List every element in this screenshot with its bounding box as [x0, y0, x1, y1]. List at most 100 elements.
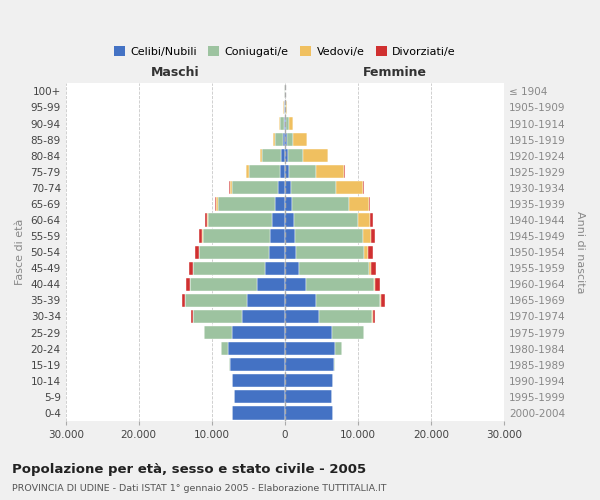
Bar: [242, 310, 285, 323]
Bar: [182, 294, 185, 307]
Bar: [371, 262, 376, 275]
Bar: [208, 214, 272, 226]
Bar: [332, 326, 364, 339]
Bar: [247, 294, 285, 307]
Bar: [228, 342, 285, 355]
Bar: [229, 358, 230, 372]
Bar: [285, 326, 332, 339]
Bar: [369, 198, 370, 210]
Bar: [232, 182, 278, 194]
Bar: [249, 165, 280, 178]
Bar: [293, 133, 307, 146]
Y-axis label: Fasce di età: Fasce di età: [15, 219, 25, 286]
Bar: [232, 374, 285, 388]
Bar: [190, 278, 257, 291]
Bar: [285, 165, 289, 178]
Bar: [364, 246, 368, 259]
Bar: [199, 246, 269, 259]
Bar: [284, 117, 285, 130]
Bar: [230, 182, 232, 194]
Bar: [285, 246, 296, 259]
Bar: [285, 262, 299, 275]
Bar: [363, 230, 371, 242]
Bar: [205, 214, 207, 226]
Bar: [299, 262, 369, 275]
Bar: [193, 262, 265, 275]
Bar: [275, 133, 283, 146]
Bar: [375, 278, 380, 291]
Bar: [306, 278, 374, 291]
Bar: [232, 406, 285, 420]
Bar: [272, 214, 285, 226]
Bar: [285, 406, 333, 420]
Bar: [285, 230, 295, 242]
Bar: [230, 358, 285, 372]
Text: Popolazione per età, sesso e stato civile - 2005: Popolazione per età, sesso e stato civil…: [12, 462, 366, 475]
Bar: [296, 246, 364, 259]
Bar: [185, 294, 247, 307]
Bar: [193, 310, 242, 323]
Bar: [292, 198, 349, 210]
Bar: [278, 182, 285, 194]
Bar: [285, 358, 334, 372]
Bar: [289, 117, 293, 130]
Bar: [203, 230, 270, 242]
Bar: [275, 198, 285, 210]
Bar: [262, 149, 281, 162]
Bar: [270, 230, 285, 242]
Bar: [303, 149, 328, 162]
Bar: [381, 294, 385, 307]
Bar: [283, 133, 285, 146]
Bar: [285, 310, 319, 323]
Bar: [316, 294, 380, 307]
Bar: [205, 326, 232, 339]
Bar: [285, 133, 287, 146]
Bar: [285, 390, 332, 404]
Bar: [349, 198, 369, 210]
Legend: Celibi/Nubili, Coniugati/e, Vedovi/e, Divorziati/e: Celibi/Nubili, Coniugati/e, Vedovi/e, Di…: [109, 42, 460, 62]
Text: Maschi: Maschi: [151, 66, 200, 78]
Bar: [280, 117, 284, 130]
Bar: [335, 342, 342, 355]
Bar: [215, 198, 216, 210]
Bar: [371, 230, 375, 242]
Bar: [295, 230, 363, 242]
Bar: [336, 182, 363, 194]
Bar: [280, 165, 285, 178]
Bar: [285, 214, 293, 226]
Bar: [269, 246, 285, 259]
Bar: [286, 101, 287, 114]
Bar: [265, 262, 285, 275]
Bar: [191, 310, 193, 323]
Y-axis label: Anni di nascita: Anni di nascita: [575, 211, 585, 294]
Bar: [285, 182, 290, 194]
Bar: [190, 262, 193, 275]
Bar: [334, 358, 335, 372]
Bar: [196, 246, 199, 259]
Bar: [286, 117, 289, 130]
Bar: [232, 326, 285, 339]
Bar: [199, 230, 202, 242]
Bar: [285, 374, 333, 388]
Bar: [374, 278, 375, 291]
Bar: [257, 278, 285, 291]
Bar: [316, 165, 344, 178]
Text: Femmine: Femmine: [362, 66, 427, 78]
Bar: [363, 182, 364, 194]
Bar: [260, 149, 262, 162]
Bar: [319, 310, 373, 323]
Bar: [293, 214, 358, 226]
Bar: [289, 165, 316, 178]
Bar: [218, 198, 275, 210]
Bar: [369, 262, 371, 275]
Text: PROVINCIA DI UDINE - Dati ISTAT 1° gennaio 2005 - Elaborazione TUTTITALIA.IT: PROVINCIA DI UDINE - Dati ISTAT 1° genna…: [12, 484, 386, 493]
Bar: [221, 342, 228, 355]
Bar: [202, 230, 203, 242]
Bar: [207, 214, 208, 226]
Bar: [285, 342, 335, 355]
Bar: [233, 390, 285, 404]
Bar: [290, 182, 336, 194]
Bar: [285, 117, 286, 130]
Bar: [186, 278, 190, 291]
Bar: [287, 133, 293, 146]
